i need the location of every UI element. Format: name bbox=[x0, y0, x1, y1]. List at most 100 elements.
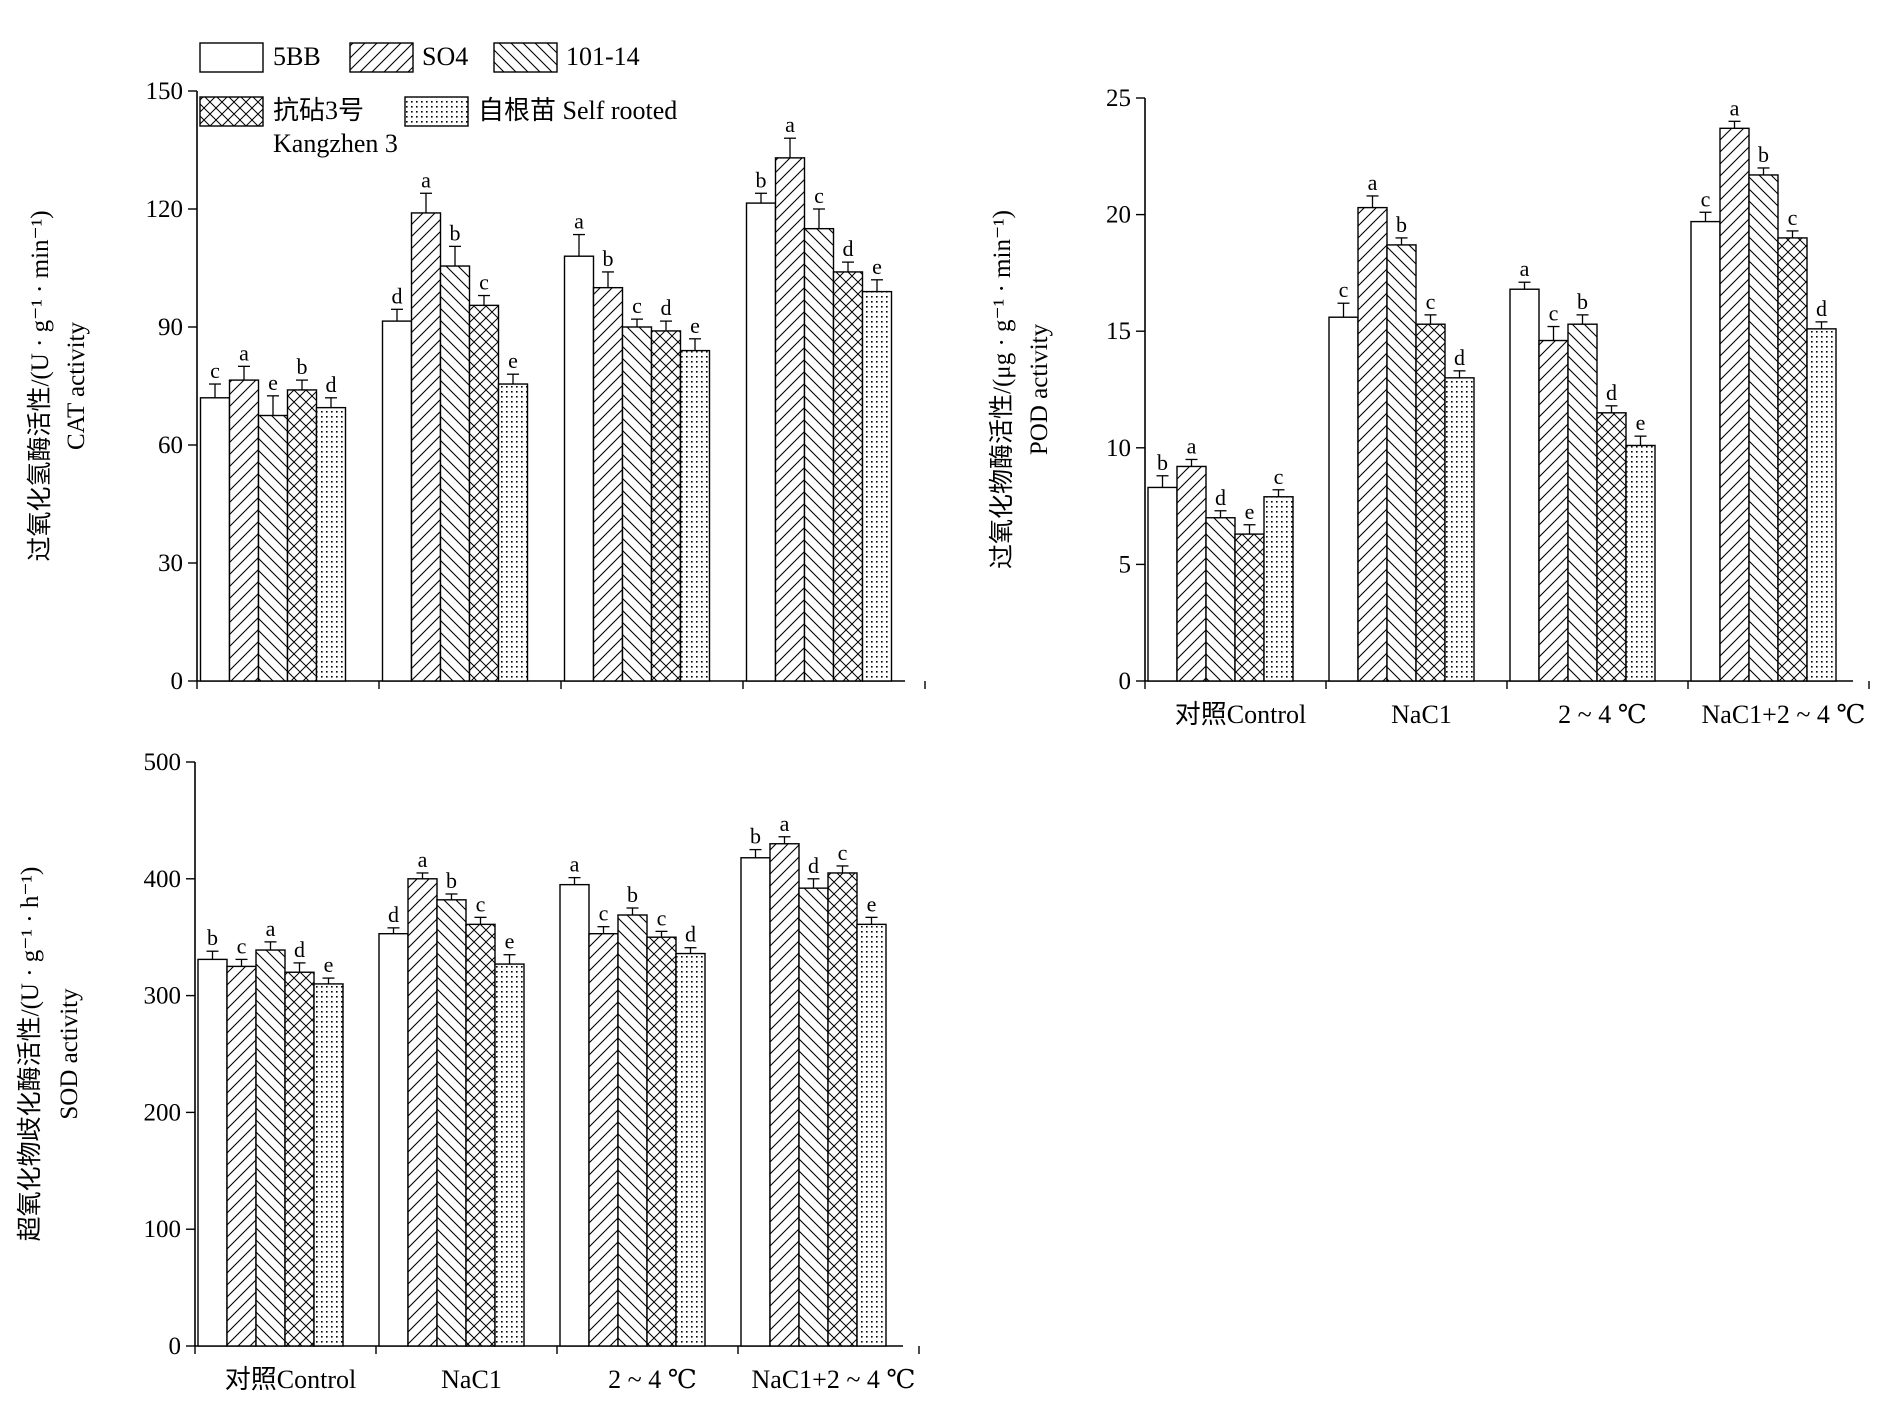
y-tick-label: 150 bbox=[146, 78, 184, 105]
y-tick-label: 10 bbox=[1106, 435, 1131, 462]
significance-letter: a bbox=[1730, 95, 1740, 120]
bar bbox=[1205, 517, 1236, 682]
bar bbox=[769, 843, 800, 1347]
significance-letter: b bbox=[603, 246, 614, 271]
bar bbox=[228, 379, 260, 682]
x-category-label: NaC1+2 ~ 4 ℃ bbox=[752, 1365, 916, 1394]
significance-letter: c bbox=[237, 933, 247, 958]
significance-letter: d bbox=[808, 853, 819, 878]
significance-letter: c bbox=[210, 358, 220, 383]
y-tick-label: 30 bbox=[158, 550, 183, 577]
significance-letter: c bbox=[1788, 205, 1798, 230]
significance-letter: c bbox=[476, 891, 486, 916]
y-tick-label: 120 bbox=[146, 196, 184, 223]
bar bbox=[255, 949, 286, 1347]
x-category-label: NaC1+2 ~ 4 ℃ bbox=[1702, 700, 1866, 729]
bar bbox=[1777, 237, 1808, 682]
y-tick-label: 0 bbox=[169, 1333, 182, 1360]
significance-letter: a bbox=[780, 811, 790, 836]
significance-letter: a bbox=[266, 916, 276, 941]
significance-letter: c bbox=[1549, 301, 1559, 326]
bar bbox=[494, 963, 525, 1347]
bar bbox=[468, 304, 500, 682]
significance-letter: d bbox=[1454, 345, 1465, 370]
bar bbox=[1567, 323, 1598, 682]
significance-letter: e bbox=[1245, 499, 1255, 524]
significance-letter: a bbox=[574, 209, 584, 234]
chart-panel-2: 0 100 200 300 400 500 超氧化物歧化酶活性/(U · g⁻¹ · h⁻¹… bbox=[16, 749, 920, 1394]
bar bbox=[407, 878, 438, 1347]
bar bbox=[226, 965, 257, 1347]
significance-letter: a bbox=[421, 167, 431, 192]
bar bbox=[1625, 444, 1656, 682]
y-tick-label: 0 bbox=[1119, 668, 1132, 695]
x-category-label: 对照Control bbox=[1175, 700, 1306, 729]
legend-swatch bbox=[199, 42, 264, 73]
significance-letter: b bbox=[750, 824, 761, 849]
legend-label: 101-14 bbox=[566, 42, 640, 71]
bar bbox=[1386, 244, 1417, 682]
legend-item: 抗砧3号 Kangzhen 3 bbox=[199, 96, 398, 158]
significance-letter: b bbox=[297, 354, 308, 379]
bar bbox=[646, 936, 677, 1347]
y-tick-label: 5 bbox=[1119, 551, 1132, 578]
significance-letter: e bbox=[324, 952, 334, 977]
y-axis-title: 过氧化物酶活性/(μg · g⁻¹ · min⁻¹) bbox=[988, 210, 1016, 569]
significance-letter: a bbox=[1368, 170, 1378, 195]
bar bbox=[284, 971, 315, 1347]
bar bbox=[563, 255, 595, 682]
bar bbox=[1748, 174, 1779, 682]
chart-panel-0: 0 30 60 90 120 150 过氧化氢酶活性/(U · g⁻¹ · min⁻¹) CA… bbox=[26, 78, 926, 695]
y-axis-title: 过氧化氢酶活性/(U · g⁻¹ · min⁻¹) bbox=[26, 210, 54, 561]
x-category-label: 2 ~ 4 ℃ bbox=[1558, 700, 1647, 729]
bar bbox=[1357, 206, 1388, 682]
bar bbox=[1538, 339, 1569, 682]
bar bbox=[675, 952, 706, 1347]
bar bbox=[617, 914, 648, 1347]
significance-letter: c bbox=[657, 905, 667, 930]
bar bbox=[592, 286, 624, 682]
bar bbox=[740, 857, 771, 1347]
bar bbox=[1509, 288, 1540, 682]
significance-letter: a bbox=[418, 847, 428, 872]
significance-letter: c bbox=[1701, 186, 1711, 211]
legend-label: 抗砧3号 bbox=[273, 96, 364, 125]
bar bbox=[856, 923, 887, 1347]
significance-letter: e bbox=[867, 891, 877, 916]
significance-letter: e bbox=[872, 254, 882, 279]
significance-letter: a bbox=[1187, 433, 1197, 458]
legend-label-line2: Kangzhen 3 bbox=[273, 129, 398, 158]
bar bbox=[861, 290, 893, 682]
y-axis-subtitle: CAT activity bbox=[63, 322, 90, 451]
legend: 5BB SO4 101-14 抗砧3号 Kangzhen 3 自根苗 Self roote… bbox=[199, 42, 677, 158]
legend-swatch bbox=[349, 42, 414, 73]
significance-letter: d bbox=[685, 922, 696, 947]
significance-letter: e bbox=[690, 313, 700, 338]
chart-panel-1: 0 5 10 15 20 25 过氧化物酶活性/(μg · g⁻¹ · min⁻¹) POD … bbox=[988, 85, 1870, 729]
significance-letter: d bbox=[294, 937, 305, 962]
bar bbox=[1415, 323, 1446, 682]
x-category-label: NaC1 bbox=[441, 1365, 502, 1394]
significance-letter: d bbox=[843, 236, 854, 261]
significance-letter: c bbox=[632, 293, 642, 318]
bar bbox=[774, 157, 806, 682]
bar bbox=[1444, 377, 1475, 682]
significance-letter: b bbox=[446, 868, 457, 893]
significance-letter: d bbox=[1215, 485, 1226, 510]
bar bbox=[1806, 328, 1837, 682]
legend-item: 自根苗 Self rooted bbox=[404, 96, 677, 127]
significance-letter: e bbox=[268, 370, 278, 395]
significance-letter: c bbox=[1426, 289, 1436, 314]
bar bbox=[381, 320, 413, 682]
bar bbox=[1328, 316, 1359, 682]
y-tick-label: 90 bbox=[158, 314, 183, 341]
y-tick-label: 200 bbox=[144, 1099, 182, 1126]
legend-swatch bbox=[493, 42, 558, 73]
bar bbox=[832, 271, 864, 682]
y-tick-label: 500 bbox=[144, 749, 182, 776]
significance-letter: d bbox=[661, 295, 672, 320]
significance-letter: e bbox=[508, 348, 518, 373]
bar bbox=[621, 326, 653, 682]
legend-label: 5BB bbox=[273, 42, 321, 71]
significance-letter: d bbox=[326, 372, 337, 397]
